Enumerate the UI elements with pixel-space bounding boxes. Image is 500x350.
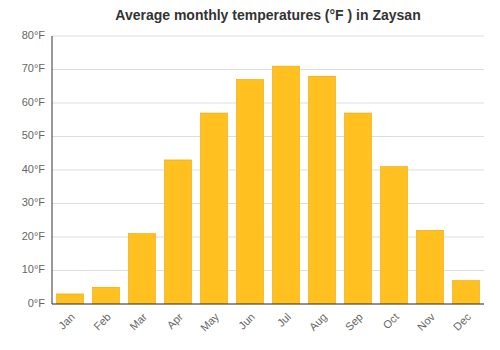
bar [165, 160, 192, 304]
x-tick-label: Apr [164, 310, 185, 331]
x-axis-line [52, 304, 484, 305]
y-tick-label: 30°F [22, 196, 46, 208]
x-tick-label: Jun [236, 311, 257, 332]
x-tick-label: Jan [56, 311, 77, 332]
chart-container: 0°F 10°F 20°F 30°F 40°F 50°F 60°F 70°F 80°F Jan Fe… [0, 0, 500, 350]
grid-line [52, 103, 484, 104]
y-tick-label: 70°F [22, 62, 46, 74]
bar [345, 113, 372, 304]
bar [273, 66, 300, 304]
bar [57, 294, 84, 304]
grid-line [52, 136, 484, 137]
grid-line [52, 36, 484, 37]
page: {"chart_data": {"type": "bar", "title": … [0, 0, 500, 350]
y-tick-label: 0°F [28, 297, 46, 309]
y-tick-label: 10°F [22, 263, 46, 275]
x-tick-label: Mar [127, 310, 149, 332]
y-tick-label: 80°F [22, 29, 46, 41]
grid-line [52, 69, 484, 70]
bar [129, 234, 156, 304]
x-tick-label: May [198, 310, 222, 334]
y-tick-label: 40°F [22, 163, 46, 175]
title: Average monthly temperatures (°F ) in Za… [115, 7, 420, 23]
grid-line [52, 304, 484, 305]
x-axis: Jan Feb Mar Apr May Jun Jul Aug Sep Oct Nov Dec [52, 304, 484, 334]
x-tick-label: Dec [451, 310, 474, 333]
bar [309, 76, 336, 304]
x-tick-label: Sep [343, 311, 365, 333]
y-tick-label: 50°F [22, 129, 46, 141]
bar [93, 287, 120, 304]
chart-svg: 0°F 10°F 20°F 30°F 40°F 50°F 60°F 70°F 80°F Jan Fe… [0, 0, 500, 350]
x-tick-label: Oct [380, 311, 401, 332]
bars [57, 66, 480, 304]
grid-line [52, 170, 484, 171]
bar [381, 167, 408, 304]
bar [201, 113, 228, 304]
y-tick-label: 20°F [22, 230, 46, 242]
y-axis: 0°F 10°F 20°F 30°F 40°F 50°F 60°F 70°F 80°F [22, 29, 52, 309]
x-tick-label: Feb [91, 311, 113, 333]
grid-line [52, 203, 484, 204]
x-tick-label: Jul [275, 311, 293, 329]
y-tick-label: 60°F [22, 96, 46, 108]
bar [453, 281, 480, 304]
y-axis-line [52, 36, 53, 304]
x-tick-label: Aug [307, 311, 329, 333]
bar [237, 80, 264, 304]
grid [52, 36, 484, 304]
x-tick-label: Nov [415, 310, 438, 333]
bar [417, 230, 444, 304]
